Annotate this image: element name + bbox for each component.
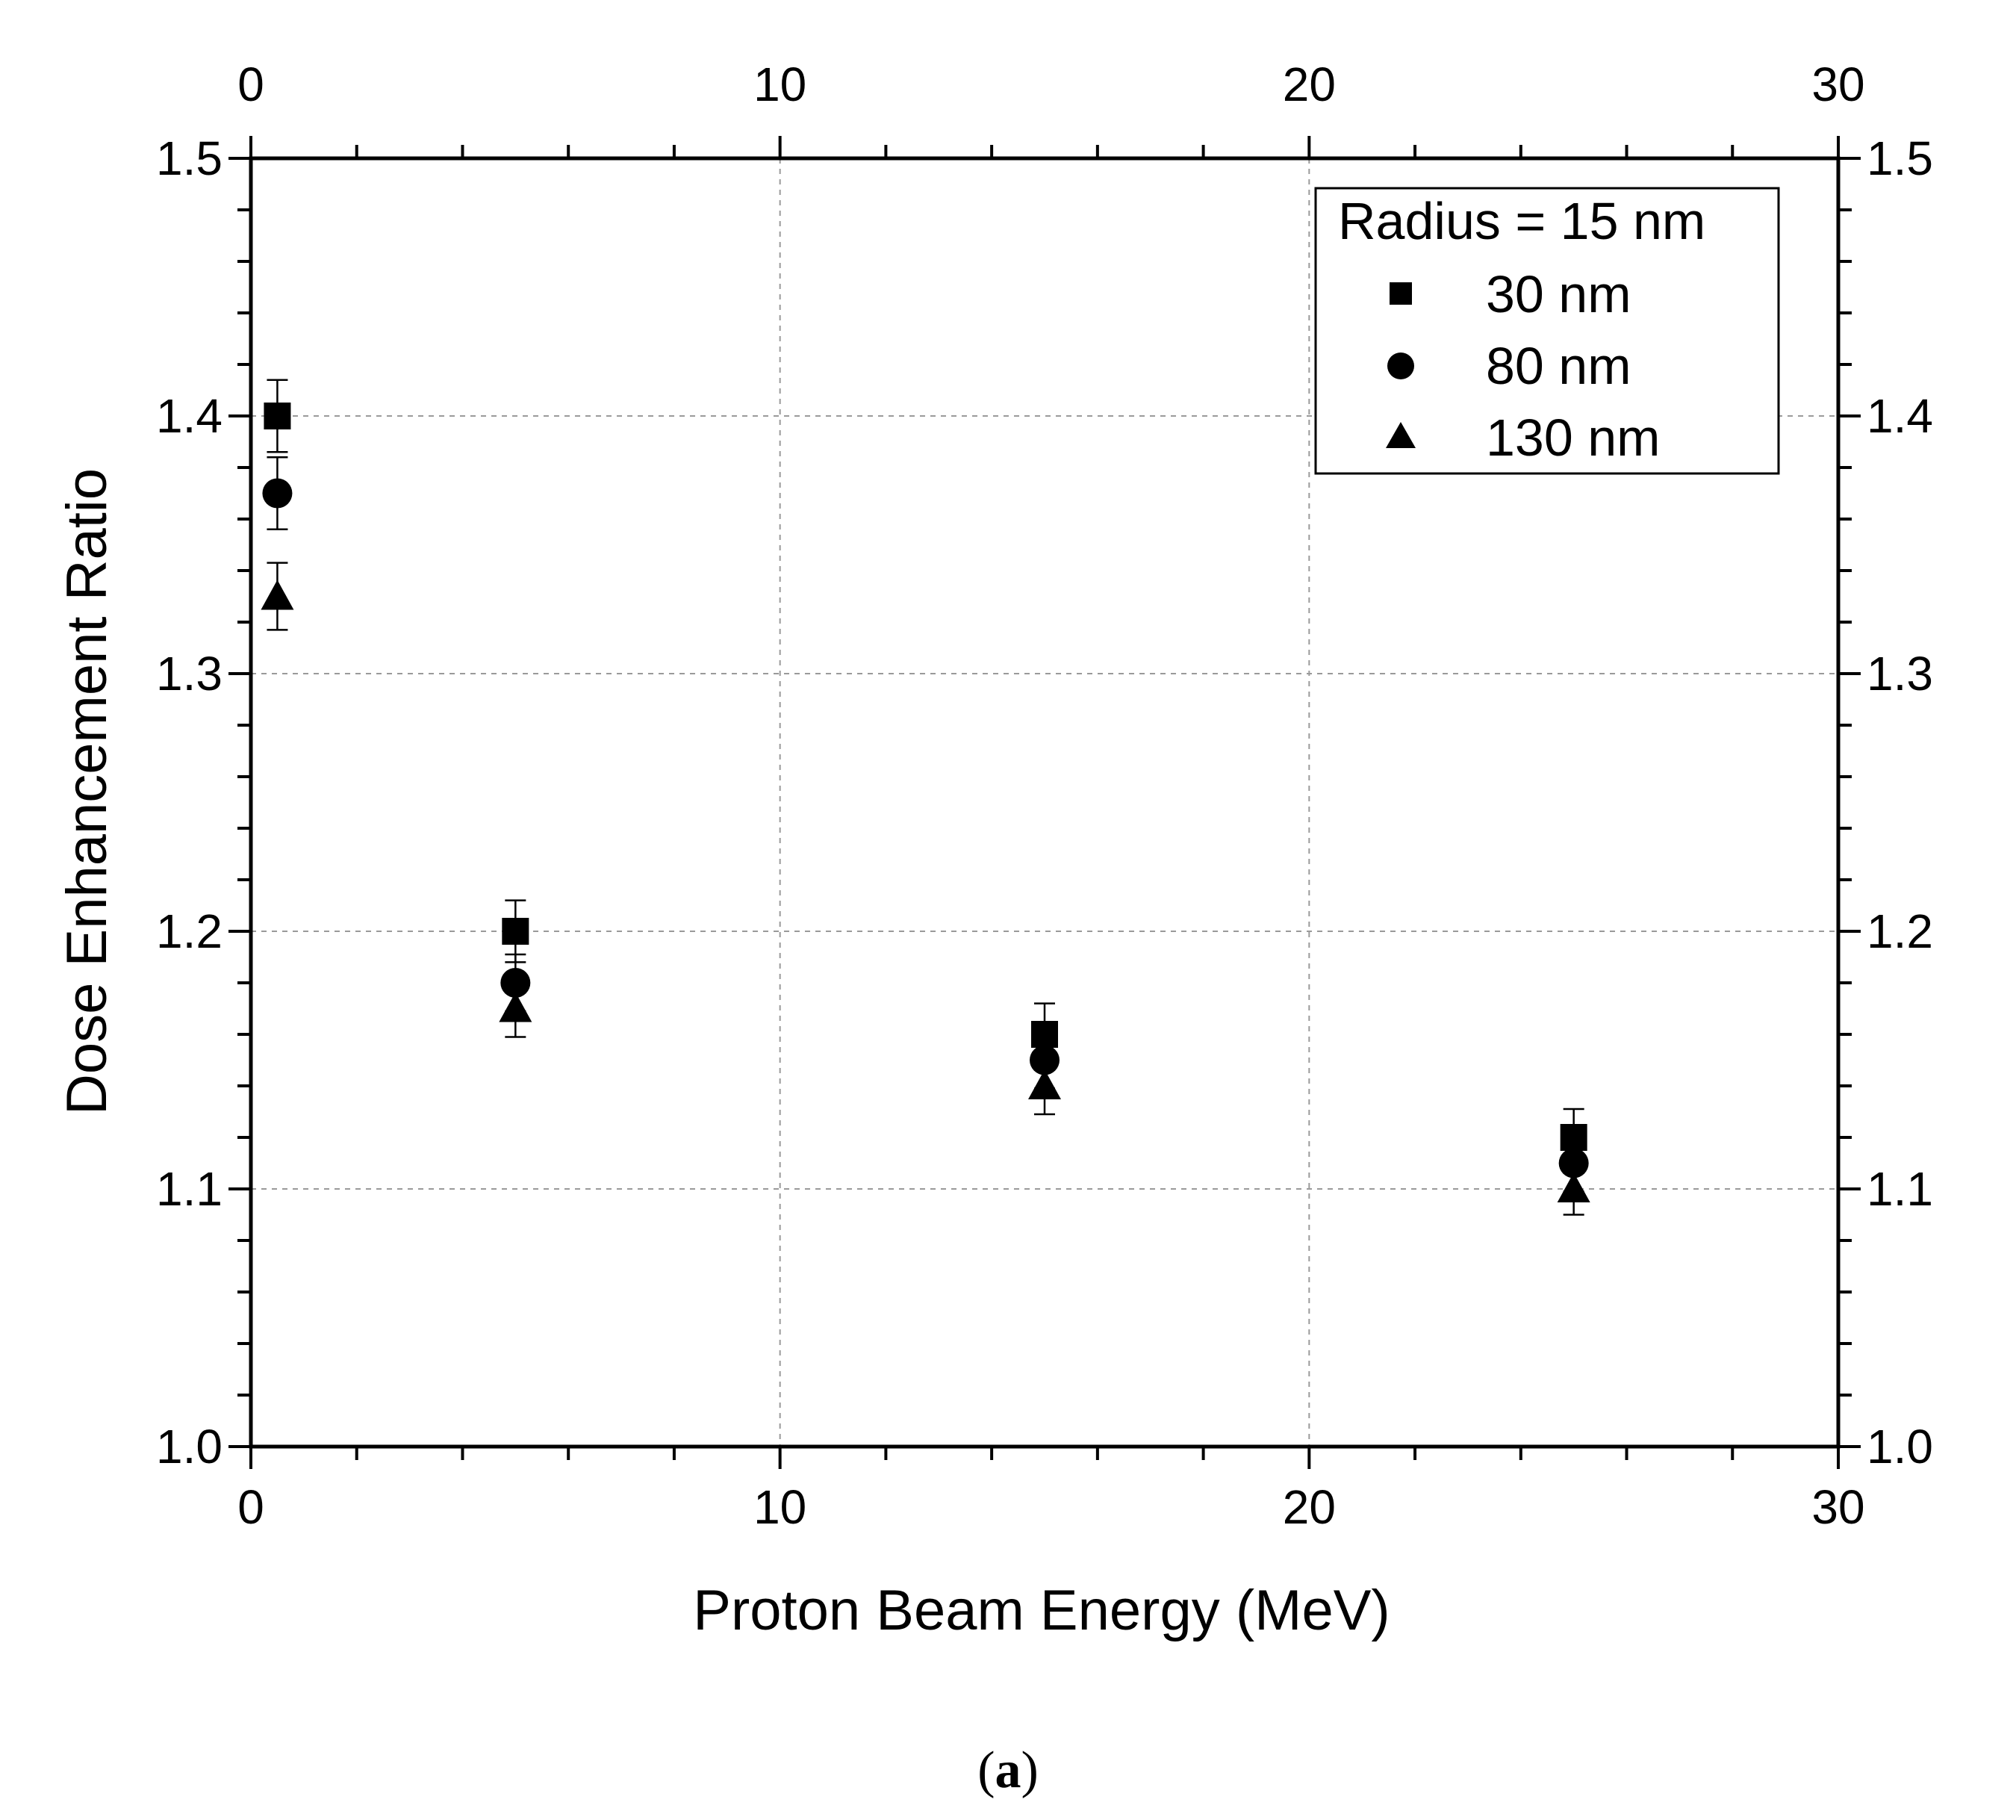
x-tick-label: 30 xyxy=(1811,1480,1864,1534)
point-circle xyxy=(262,478,293,509)
y-tick-label: 1.0 xyxy=(156,1420,223,1473)
legend-square-marker xyxy=(1390,282,1412,305)
right-y-tick-label: 1.2 xyxy=(1867,904,1933,958)
data-points xyxy=(261,379,1590,1216)
point-triangle xyxy=(261,580,294,610)
plot-frame xyxy=(249,156,1841,1449)
point-triangle xyxy=(499,992,532,1022)
right-y-tick-label: 1.0 xyxy=(1867,1420,1933,1473)
legend-circle-marker xyxy=(1387,352,1414,379)
x-tick-label: 0 xyxy=(237,1480,264,1534)
top-x-tick-label: 10 xyxy=(753,58,806,111)
top-x-tick-label: 20 xyxy=(1283,58,1336,111)
point-square xyxy=(502,918,529,945)
ticks xyxy=(228,136,1861,1469)
right-y-tick-label: 1.1 xyxy=(1867,1162,1933,1216)
legend-title: Radius = 15 nm xyxy=(1338,192,1705,250)
y-axis-title: Dose Enhancement Ratio xyxy=(55,468,119,1115)
top-x-tick-label: 0 xyxy=(237,58,264,111)
y-tick-label: 1.2 xyxy=(156,904,223,958)
y-tick-label: 1.1 xyxy=(156,1162,223,1216)
point-triangle xyxy=(1028,1069,1061,1099)
x-tick-label: 20 xyxy=(1283,1480,1336,1534)
legend-label-80nm: 80 nm xyxy=(1486,337,1631,395)
y-tick-label: 1.3 xyxy=(156,647,223,701)
y-tick-label: 1.4 xyxy=(156,389,223,443)
legend-label-30nm: 30 nm xyxy=(1486,265,1631,323)
right-y-tick-label: 1.5 xyxy=(1867,131,1933,185)
point-square xyxy=(264,403,291,429)
legend-box xyxy=(1314,187,1780,475)
right-y-tick-label: 1.4 xyxy=(1867,389,1933,443)
y-tick-label: 1.5 xyxy=(156,131,223,185)
x-axis-title: Proton Beam Energy (MeV) xyxy=(693,1579,1390,1642)
top-x-tick-label: 30 xyxy=(1811,58,1864,111)
legend-label-130nm: 130 nm xyxy=(1486,409,1660,467)
x-tick-label: 10 xyxy=(753,1480,806,1534)
point-triangle xyxy=(1557,1173,1590,1202)
right-y-tick-label: 1.3 xyxy=(1867,647,1933,701)
figure-caption: (a) xyxy=(977,1742,1039,1799)
axes xyxy=(249,156,1841,1449)
legend: Radius = 15 nm 30 nm 80 nm 130 nm xyxy=(1314,187,1780,475)
legend-triangle-marker xyxy=(1386,422,1416,448)
